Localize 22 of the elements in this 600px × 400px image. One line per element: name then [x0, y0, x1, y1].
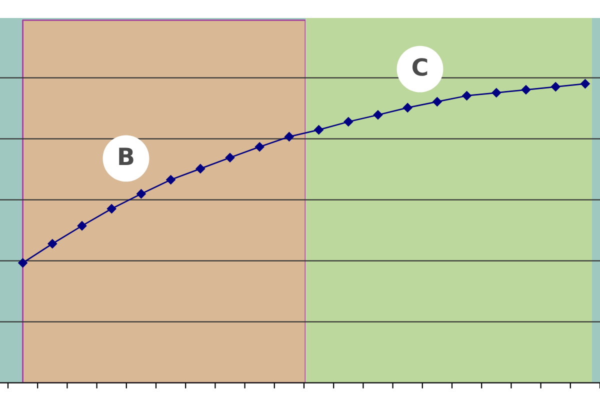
point — [48, 239, 58, 248]
point — [77, 221, 87, 230]
point — [284, 132, 294, 142]
point — [254, 142, 264, 152]
point — [314, 125, 324, 134]
point — [106, 204, 116, 214]
point — [18, 258, 28, 268]
point — [136, 189, 146, 198]
annotation: B — [119, 148, 134, 165]
point — [196, 164, 206, 174]
point — [225, 153, 235, 162]
point — [344, 117, 354, 126]
point — [492, 88, 502, 98]
point — [402, 103, 412, 112]
point — [521, 85, 531, 94]
point — [432, 97, 442, 106]
text: C — [412, 58, 428, 76]
point — [166, 175, 176, 184]
point — [462, 91, 472, 100]
point — [550, 82, 560, 92]
point — [580, 79, 590, 88]
point — [373, 110, 383, 120]
